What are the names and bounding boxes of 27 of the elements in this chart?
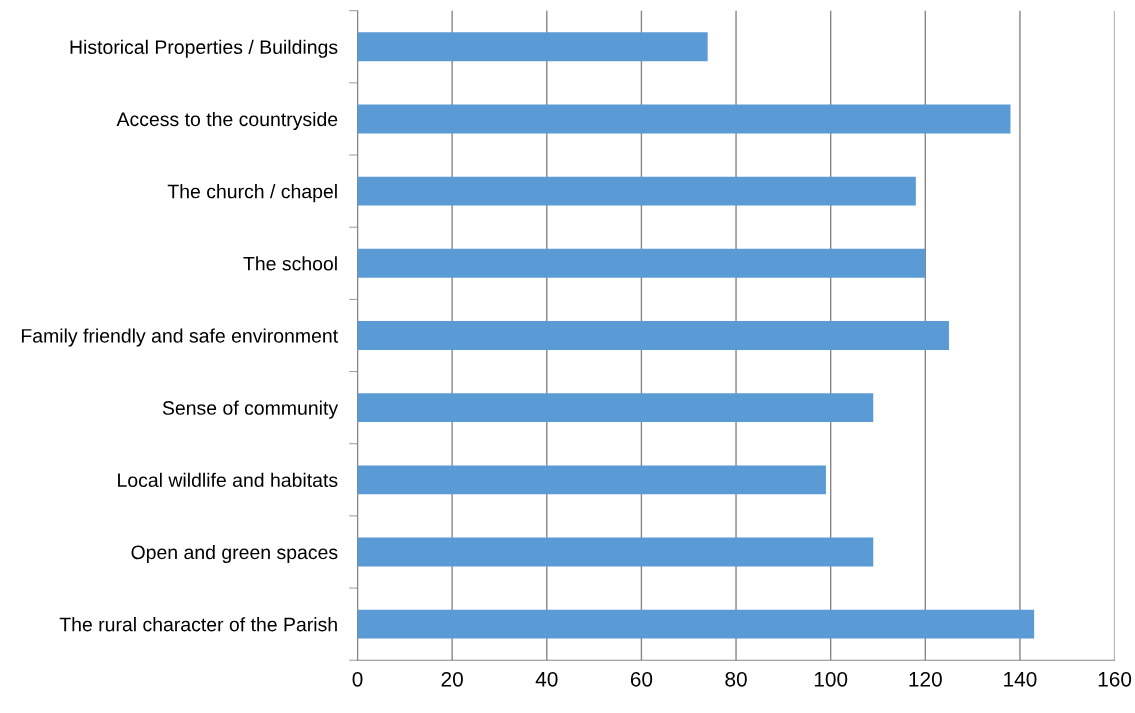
bar xyxy=(357,248,926,278)
x-tick-label: 20 xyxy=(441,671,463,687)
x-tick-label: 60 xyxy=(630,671,653,687)
x-tick-label: 40 xyxy=(535,671,558,687)
bar xyxy=(357,176,916,206)
bar xyxy=(357,465,826,495)
y-tick-label: Open and green spaces xyxy=(131,544,338,564)
bar xyxy=(357,32,708,62)
y-tick-label: Historical Properties / Buildings xyxy=(70,39,338,58)
y-tick-label: Family friendly and safe environment xyxy=(21,328,338,347)
x-tick-label: 80 xyxy=(725,671,747,687)
y-tick-label: The church / chapel xyxy=(167,184,337,203)
bar xyxy=(357,537,874,567)
y-tick-label: Sense of community xyxy=(162,400,339,419)
x-tick-label: 160 xyxy=(1098,671,1132,687)
x-tick-label: 100 xyxy=(814,671,848,687)
y-tick-label: Access to the countryside xyxy=(116,111,338,131)
bar xyxy=(357,393,874,423)
x-tick-label: 0 xyxy=(352,671,363,687)
bar xyxy=(357,321,949,350)
y-tick-label: Local wildlife and habitats xyxy=(118,472,338,488)
y-tick-label: The school xyxy=(243,256,337,271)
x-tick-label: 140 xyxy=(1004,671,1037,687)
bar xyxy=(357,609,1035,639)
y-tick-label: The rural character of the Parish xyxy=(59,617,337,632)
x-tick-label: 120 xyxy=(909,671,942,687)
bar xyxy=(357,104,1011,134)
